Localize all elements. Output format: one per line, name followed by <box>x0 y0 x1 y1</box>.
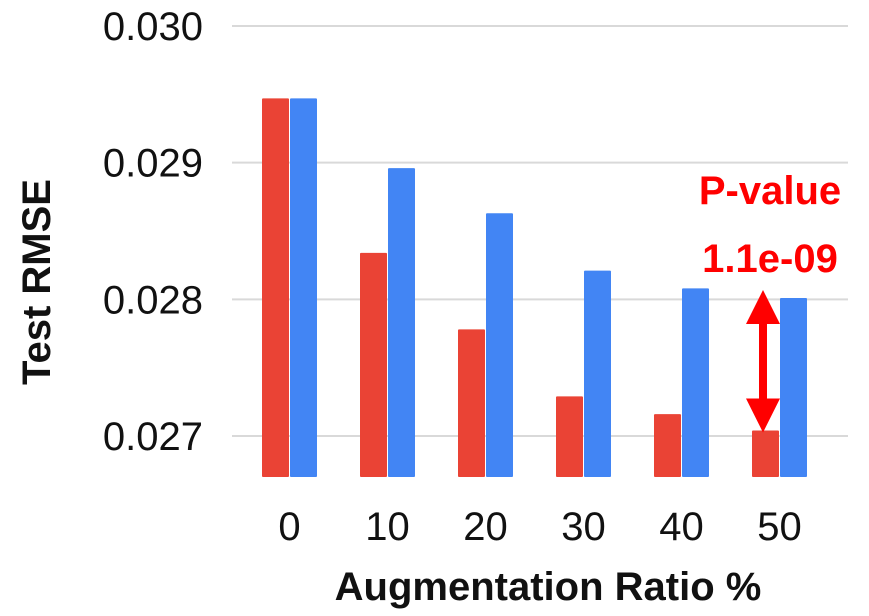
y-axis-ticks: 0.027 0.028 0.029 0.030 <box>103 5 203 459</box>
x-tick-label: 50 <box>757 505 802 549</box>
x-tick-label: 40 <box>659 505 704 549</box>
bar-series-2-0 <box>290 98 317 477</box>
bar-series-1-0 <box>262 98 289 477</box>
y-tick-label: 0.027 <box>103 415 203 459</box>
x-tick-label: 30 <box>561 505 606 549</box>
arrow-head-up <box>746 289 780 324</box>
arrow-head-down <box>746 398 780 433</box>
annotation-line-2: 1.1e-09 <box>702 237 838 281</box>
x-axis-ticks: 0 10 20 30 40 50 <box>278 505 801 549</box>
bar-series-2-10 <box>388 168 415 477</box>
y-tick-label: 0.028 <box>103 278 203 322</box>
double-arrow-icon <box>746 289 780 433</box>
x-tick-label: 10 <box>365 505 410 549</box>
bar-series-1-30 <box>556 396 583 477</box>
bars-layer <box>262 98 807 477</box>
y-tick-label: 0.030 <box>103 5 203 49</box>
p-value-annotation: P-value 1.1e-09 <box>699 169 841 433</box>
y-axis-title: Test RMSE <box>15 179 59 385</box>
bar-series-1-40 <box>654 414 681 477</box>
bar-series-2-40 <box>682 288 709 477</box>
bar-series-1-10 <box>360 252 387 477</box>
grid-layer <box>232 25 848 437</box>
bar-series-1-20 <box>458 329 485 477</box>
x-axis-title: Augmentation Ratio % <box>335 565 762 609</box>
bar-series-2-50 <box>780 297 807 477</box>
x-tick-label: 20 <box>463 505 508 549</box>
bar-series-1-50 <box>752 430 779 477</box>
x-tick-label: 0 <box>278 505 300 549</box>
bar-series-2-30 <box>584 270 611 477</box>
y-tick-label: 0.029 <box>103 142 203 186</box>
annotation-line-1: P-value <box>699 169 841 213</box>
bar-series-2-20 <box>486 213 513 477</box>
